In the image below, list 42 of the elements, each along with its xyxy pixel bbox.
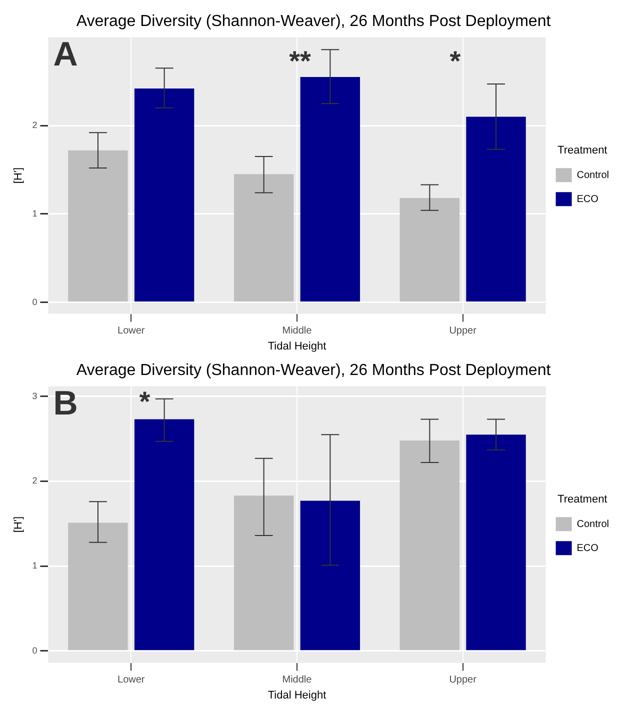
- y-tick-label: 0: [32, 645, 38, 656]
- bar: [300, 500, 360, 650]
- chart-title: Average Diversity (Shannon-Weaver), 26 Months Post Deployment: [76, 362, 552, 380]
- y-tick-label: 1: [32, 560, 38, 571]
- legend-title: Treatment: [558, 144, 608, 156]
- bar: [68, 150, 128, 302]
- x-tick-label: Middle: [282, 326, 312, 337]
- x-tick-label: Middle: [282, 674, 312, 686]
- chart-title: Average Diversity (Shannon-Weaver), 26 Months Post Deployment: [76, 13, 552, 30]
- y-tick-label: 2: [32, 476, 38, 486]
- legend-label: Control: [576, 170, 610, 181]
- annotation: B: [53, 384, 78, 423]
- bar: [466, 116, 526, 302]
- y-tick-label: 0: [32, 296, 38, 307]
- legend-label: ECO: [576, 194, 599, 205]
- annotation: *: [139, 386, 150, 417]
- y-tick-label: 2: [32, 120, 38, 130]
- y-axis-title: [H']: [12, 167, 25, 184]
- legend-title: Treatment: [558, 493, 608, 506]
- bar: [234, 174, 294, 302]
- x-tick-label: Upper: [449, 326, 478, 337]
- x-tick-label: Lower: [118, 326, 146, 337]
- annotation: **: [289, 45, 311, 76]
- bar: [134, 88, 194, 302]
- y-tick-label: 3: [32, 390, 38, 401]
- bar: [134, 419, 194, 650]
- legend-label: ECO: [576, 542, 599, 554]
- legend-label: Control: [576, 518, 610, 530]
- x-axis-title: Tidal Height: [268, 340, 326, 352]
- x-tick-label: Upper: [449, 674, 478, 686]
- x-tick-label: Lower: [118, 674, 146, 686]
- y-tick-label: 1: [32, 208, 38, 218]
- bar: [466, 434, 526, 650]
- bar: [400, 440, 460, 650]
- annotation: A: [53, 36, 78, 74]
- annotation: *: [450, 45, 461, 76]
- bar: [300, 76, 360, 302]
- bar: [400, 198, 460, 302]
- y-axis-title: [H']: [12, 516, 25, 533]
- bar: [234, 496, 294, 650]
- x-axis-title: Tidal Height: [268, 689, 326, 702]
- bar: [68, 522, 128, 650]
